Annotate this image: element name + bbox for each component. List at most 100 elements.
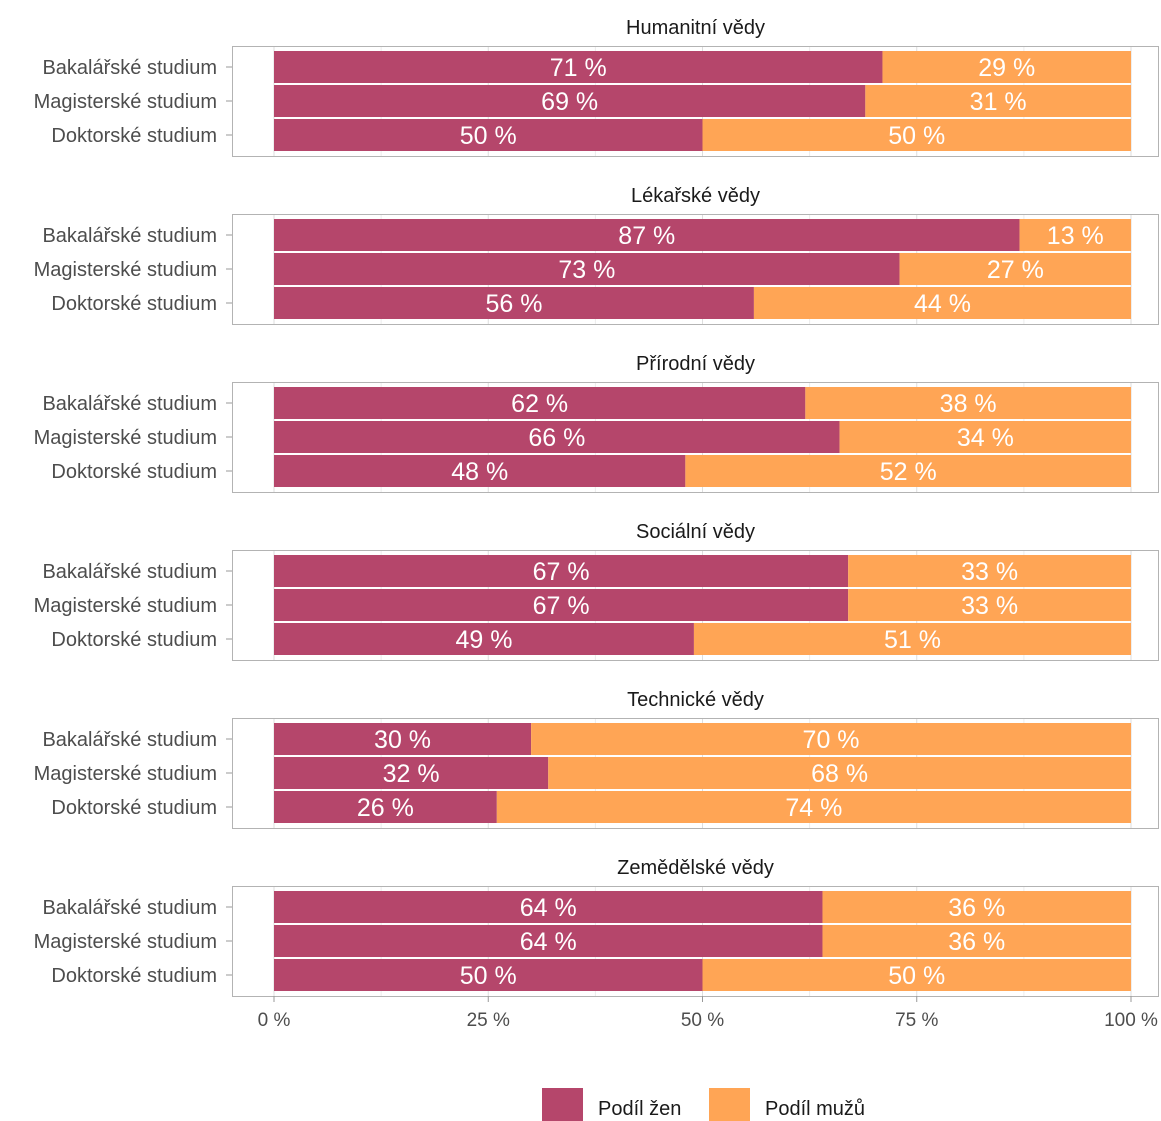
bar-women <box>274 455 686 487</box>
facet-title: Zemědělské vědy <box>617 857 774 879</box>
bar-men <box>753 287 1131 319</box>
bar-men <box>805 387 1131 419</box>
bar-label-women: 64 % <box>520 894 577 922</box>
category-label: Magisterské studium <box>34 259 217 281</box>
bar-label-men: 44 % <box>914 290 971 318</box>
bar-men <box>702 959 1131 991</box>
bar-label-women: 87 % <box>618 222 675 250</box>
category-label: Magisterské studium <box>34 931 217 953</box>
x-tick-label: 25 % <box>467 1010 510 1031</box>
category-label: Magisterské studium <box>34 91 217 113</box>
bar-label-men: 33 % <box>961 558 1018 586</box>
bar-women <box>274 891 823 923</box>
bar-women <box>274 253 900 285</box>
category-label: Doktorské studium <box>51 797 217 819</box>
bar-women <box>274 555 849 587</box>
bar-women <box>274 85 866 117</box>
bar-label-men: 34 % <box>957 424 1014 452</box>
bar-label-men: 33 % <box>961 592 1018 620</box>
bar-women <box>274 959 703 991</box>
bar-men <box>899 253 1131 285</box>
bar-label-women: 50 % <box>460 122 517 150</box>
bar-label-women: 67 % <box>533 592 590 620</box>
bar-women <box>274 623 694 655</box>
bar-men <box>848 555 1131 587</box>
bar-men <box>693 623 1131 655</box>
x-axis: 0 % 25 % 50 % 75 % 100 % <box>258 996 1158 1031</box>
x-tick-label: 50 % <box>681 1010 724 1031</box>
bar-label-women: 50 % <box>460 962 517 990</box>
facet-5: Technické vědy 30 % 70 % Bakalářské studium… <box>34 689 1159 829</box>
category-label: Doktorské studium <box>51 965 217 987</box>
bar-label-women: 66 % <box>528 424 585 452</box>
bar-men <box>548 757 1131 789</box>
facet-6: Zemědělské vědy 64 % 36 % Bakalářské studiu… <box>34 857 1159 997</box>
facet-1: Humanitní vědy 71 % 29 % Bakalářské studium… <box>34 17 1159 157</box>
bar-women <box>274 287 754 319</box>
bar-men <box>685 455 1131 487</box>
bar-label-men: 31 % <box>970 88 1027 116</box>
category-label: Bakalářské studium <box>42 57 217 79</box>
bar-men <box>702 119 1131 151</box>
bar-men <box>496 791 1131 823</box>
category-label: Magisterské studium <box>34 595 217 617</box>
bar-label-women: 62 % <box>511 390 568 418</box>
facet-4: Sociální vědy 67 % 33 % Bakalářské studium 6… <box>34 521 1159 661</box>
bar-men <box>531 723 1131 755</box>
bar-men <box>1019 219 1131 251</box>
bar-label-women: 32 % <box>383 760 440 788</box>
bar-label-women: 26 % <box>357 794 414 822</box>
bar-label-women: 49 % <box>455 626 512 654</box>
bar-label-women: 67 % <box>533 558 590 586</box>
bar-label-men: 70 % <box>803 726 860 754</box>
bar-label-men: 38 % <box>940 390 997 418</box>
category-label: Doktorské studium <box>51 125 217 147</box>
bar-label-men: 36 % <box>948 928 1005 956</box>
bar-women <box>274 757 549 789</box>
category-label: Doktorské studium <box>51 629 217 651</box>
bar-men <box>822 925 1131 957</box>
bar-label-women: 64 % <box>520 928 577 956</box>
bar-label-women: 56 % <box>485 290 542 318</box>
category-label: Doktorské studium <box>51 461 217 483</box>
bar-label-women: 30 % <box>374 726 431 754</box>
legend-label-women: Podíl žen <box>598 1098 681 1120</box>
bar-women <box>274 387 806 419</box>
panel-border <box>232 46 1159 157</box>
category-label: Magisterské studium <box>34 763 217 785</box>
panel-border <box>232 214 1159 325</box>
bar-label-women: 69 % <box>541 88 598 116</box>
bar-women <box>274 219 1020 251</box>
bar-label-women: 71 % <box>550 54 607 82</box>
bar-men <box>882 51 1131 83</box>
bar-men <box>822 891 1131 923</box>
bar-label-men: 13 % <box>1047 222 1104 250</box>
facet-title: Technické vědy <box>627 689 764 711</box>
facet-title: Humanitní vědy <box>626 17 765 39</box>
bar-women <box>274 51 883 83</box>
legend: Podíl žen Podíl mužů <box>542 1088 865 1121</box>
bar-label-men: 27 % <box>987 256 1044 284</box>
bar-label-men: 52 % <box>880 458 937 486</box>
bar-label-men: 29 % <box>978 54 1035 82</box>
bar-women <box>274 925 823 957</box>
x-tick-label: 0 % <box>258 1010 291 1031</box>
facet-title: Sociální vědy <box>636 521 755 543</box>
bar-men <box>839 421 1131 453</box>
facet-3: Přírodní vědy 62 % 38 % Bakalářské studium 6… <box>34 353 1159 493</box>
panel-border <box>232 886 1159 997</box>
bar-label-men: 74 % <box>785 794 842 822</box>
bar-men <box>865 85 1131 117</box>
panel-border <box>232 382 1159 493</box>
category-label: Bakalářské studium <box>42 897 217 919</box>
bar-women <box>274 119 703 151</box>
bar-label-men: 51 % <box>884 626 941 654</box>
panel-border <box>232 550 1159 661</box>
category-label: Bakalářské studium <box>42 561 217 583</box>
bar-women <box>274 589 849 621</box>
category-label: Doktorské studium <box>51 293 217 315</box>
bar-label-men: 68 % <box>811 760 868 788</box>
facet-2: Lékařské vědy 87 % 13 % Bakalářské studium 7… <box>34 185 1159 325</box>
bar-women <box>274 723 532 755</box>
panel-border <box>232 718 1159 829</box>
